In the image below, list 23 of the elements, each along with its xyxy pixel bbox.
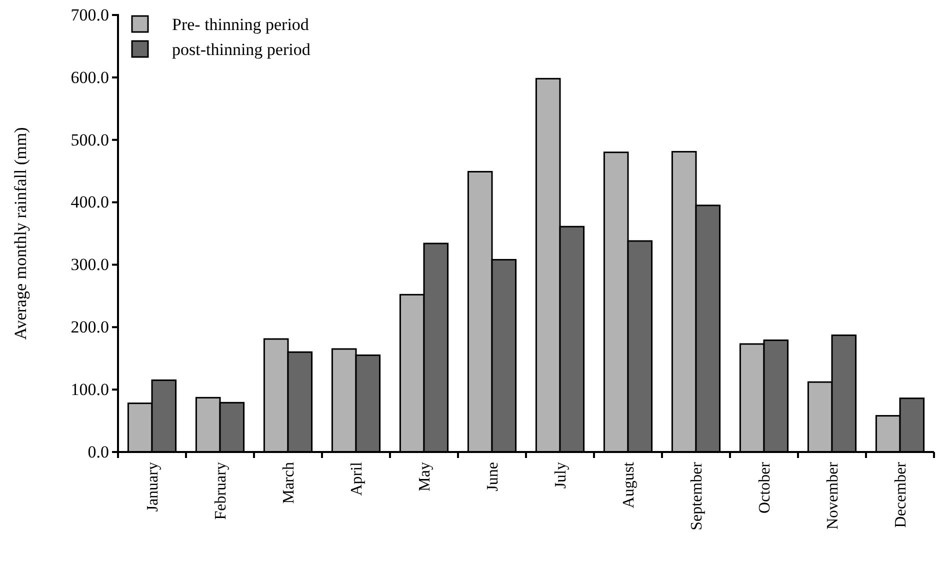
x-tick-label: March bbox=[280, 462, 298, 504]
y-tick-label: 0.0 bbox=[88, 442, 109, 462]
legend-label: post-thinning period bbox=[172, 40, 311, 59]
y-tick-label: 200.0 bbox=[70, 318, 109, 337]
y-tick-label: 700.0 bbox=[70, 5, 109, 24]
x-tick-label: August bbox=[620, 461, 638, 508]
y-axis-title: Average monthly rainfall (mm) bbox=[11, 127, 30, 340]
y-tick-label: 100.0 bbox=[70, 380, 109, 400]
x-tick-label: November bbox=[824, 461, 842, 530]
legend-label: Pre- thinning period bbox=[172, 14, 310, 34]
x-tick-label: June bbox=[484, 462, 502, 492]
x-tick-label: September bbox=[688, 461, 706, 530]
x-tick-label: February bbox=[212, 462, 230, 520]
x-tick-label: July bbox=[552, 462, 570, 489]
y-tick-label: 300.0 bbox=[70, 255, 109, 274]
y-tick-label: 600.0 bbox=[70, 68, 109, 87]
x-tick-label: December bbox=[892, 461, 910, 528]
y-tick-label: 400.0 bbox=[70, 192, 109, 212]
x-tick-label: January bbox=[144, 462, 162, 512]
x-tick-label: May bbox=[416, 462, 434, 492]
x-tick-label: October bbox=[756, 461, 774, 514]
x-tick-label: April bbox=[348, 461, 366, 496]
y-tick-label: 500.0 bbox=[70, 130, 109, 150]
